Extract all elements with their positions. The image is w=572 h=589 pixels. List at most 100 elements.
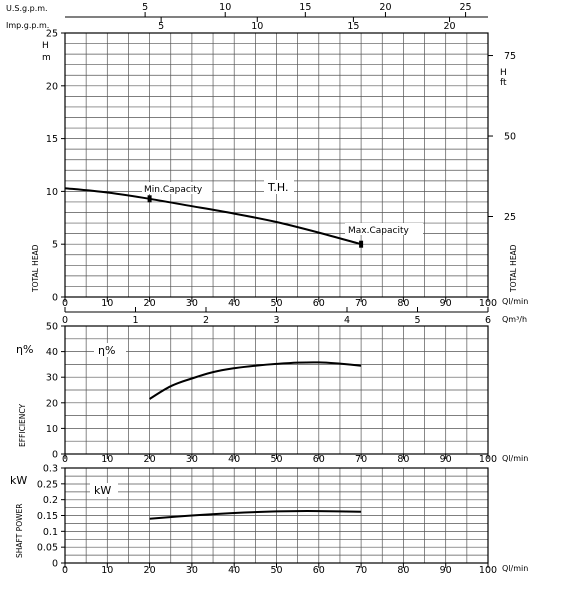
head-x2-tick-label: 3: [273, 315, 279, 326]
efficiency-grid: [65, 326, 488, 454]
impgpm-tick-label: 5: [158, 21, 164, 32]
efficiency-y-tick-label: 0: [52, 450, 58, 461]
head-x-tick-label: 0: [62, 298, 68, 309]
head-y2-tick-label: 25: [504, 212, 516, 223]
efficiency-y-tick-label: 50: [46, 322, 58, 333]
head-x-tick-label: 60: [313, 298, 325, 309]
efficiency-axis-title: EFFICIENCY: [18, 404, 27, 447]
efficiency-x-unit: Ql/min: [502, 454, 528, 463]
power-y-tick-label: 0: [52, 559, 58, 570]
head-x2-tick-label: 4: [344, 315, 350, 326]
power-x-tick-label: 100: [479, 565, 497, 576]
head-y-tick-label: 0: [52, 293, 58, 304]
head-x2-tick-label: 1: [132, 315, 138, 326]
efficiency-y-tick-label: 40: [46, 347, 58, 358]
head-x-tick-label: 80: [397, 298, 409, 309]
head-x-tick-label: 30: [186, 298, 198, 309]
efficiency-x-tick-label: 10: [101, 454, 113, 465]
efficiency-x-tick-label: 80: [397, 454, 409, 465]
power-x-tick-label: 10: [101, 565, 113, 576]
kw-label-bg: [90, 483, 118, 497]
efficiency-curve-label: η%: [98, 344, 115, 357]
power-x-tick-label: 80: [397, 565, 409, 576]
power-y-ticks: 0 0.05 0.1 0.15 0.2 0.25 0.3: [37, 464, 65, 570]
efficiency-x-ticks: 0 10 20 30 40 50 60 70 80 90 100: [62, 454, 497, 465]
head-x-unit: Ql/min: [502, 297, 528, 306]
head-unit: m: [42, 53, 51, 63]
power-y-tick-label: 0.15: [37, 511, 58, 522]
power-x-ticks: 0 10 20 30 40 50 60 70 80 90 100: [62, 563, 497, 576]
head-x2-tick-label: 5: [414, 315, 420, 326]
efficiency-unit: η%: [16, 343, 33, 356]
efficiency-y-tick-label: 30: [46, 373, 58, 384]
efficiency-x-tick-label: 30: [186, 454, 198, 465]
power-panel: 0 0.05 0.1 0.15 0.2 0.25 0.3 0 10 20 30 40 50 60 70 80…: [10, 464, 528, 577]
th-label-bg: [264, 180, 294, 194]
head-x-tick-label: 70: [355, 298, 367, 309]
head-y-ticks: 0 5 10 15 20 25: [46, 29, 65, 304]
efficiency-curve: [149, 361, 362, 400]
head-right-axis-title: TOTAL HEAD: [509, 244, 518, 293]
usgpm-label: U.S.g.p.m.: [6, 4, 48, 13]
head-x2-unit: Qm³/h: [502, 315, 527, 324]
power-y-tick-label: 0.05: [37, 543, 58, 554]
top-axis-ticks: 5 10 15 20 25 5 10 15 20: [142, 2, 472, 32]
max-capacity-marker: [359, 240, 364, 248]
head-y2-tick-label: 75: [504, 51, 516, 62]
head-x2-tick-label: 2: [203, 315, 209, 326]
head-y-tick-label: 5: [52, 240, 58, 251]
head-ft-unit: ft: [500, 78, 507, 88]
head-ft-letter: H: [500, 68, 507, 78]
power-x-tick-label: 20: [144, 565, 156, 576]
head-x-tick-label: 40: [228, 298, 240, 309]
efficiency-panel: 0 10 20 30 40 50 0 10 20 30 40 50 60 70 80 90 100 Ql/mi…: [16, 322, 528, 466]
efficiency-y-ticks: 0 10 20 30 40 50: [46, 322, 65, 461]
head-unit-letter: H: [42, 41, 49, 51]
th-curve-label: T.H.: [267, 181, 289, 194]
head-x2-ticks: 0 1 2 3 4 5 6: [62, 307, 491, 326]
power-x-tick-label: 70: [355, 565, 367, 576]
head-x-tick-label: 10: [101, 298, 113, 309]
head-x-tick-label: 20: [144, 298, 156, 309]
power-y-tick-label: 0.25: [37, 479, 58, 490]
usgpm-tick-label: 5: [142, 2, 148, 13]
head-x-ticks: 0 10 20 30 40 50 60 70 80 90 100: [62, 297, 497, 309]
min-capacity-label: Min.Capacity: [144, 185, 203, 195]
min-label-bg: [142, 182, 212, 194]
head-y2-ticks: 25 50 75: [488, 51, 516, 223]
max-label-bg: [345, 223, 423, 235]
total-head-curve: [64, 187, 362, 246]
efficiency-x-tick-label: 60: [313, 454, 325, 465]
head-x2-tick-label: 6: [485, 315, 491, 326]
impgpm-tick-label: 15: [347, 21, 359, 32]
min-capacity-marker: [147, 195, 152, 203]
head-x-tick-label: 90: [440, 298, 452, 309]
head-x2-tick-label: 0: [62, 315, 68, 326]
power-x-unit: Ql/min: [502, 564, 528, 573]
power-x-tick-label: 50: [270, 565, 282, 576]
max-capacity-label: Max.Capacity: [348, 226, 409, 236]
head-x-tick-label: 50: [270, 298, 282, 309]
power-axis-title: SHAFT POWER: [15, 504, 24, 558]
efficiency-x-tick-label: 70: [355, 454, 367, 465]
power-y-tick-label: 0.1: [43, 527, 58, 538]
usgpm-tick-label: 15: [299, 2, 311, 13]
power-grid: [65, 468, 488, 563]
efficiency-x-tick-label: 20: [144, 454, 156, 465]
head-panel: U.S.g.p.m. Imp.g.p.m. 5 10 15 20 255 10 15 20 0…: [6, 2, 528, 326]
head-y-tick-label: 25: [46, 29, 58, 40]
efficiency-y-tick-label: 20: [46, 398, 58, 409]
power-y-tick-label: 0.3: [43, 464, 58, 475]
head-grid: [65, 33, 488, 297]
efficiency-y-tick-label: 10: [46, 424, 58, 435]
power-x-tick-label: 90: [440, 565, 452, 576]
power-x-tick-label: 60: [313, 565, 325, 576]
power-curve-label: kW: [94, 484, 111, 497]
usgpm-tick-label: 20: [379, 2, 391, 13]
usgpm-tick-label: 10: [219, 2, 231, 13]
head-y-tick-label: 15: [46, 134, 58, 145]
power-curve: [149, 510, 362, 520]
efficiency-x-tick-label: 100: [479, 454, 497, 465]
head-x-tick-label: 100: [479, 298, 497, 309]
